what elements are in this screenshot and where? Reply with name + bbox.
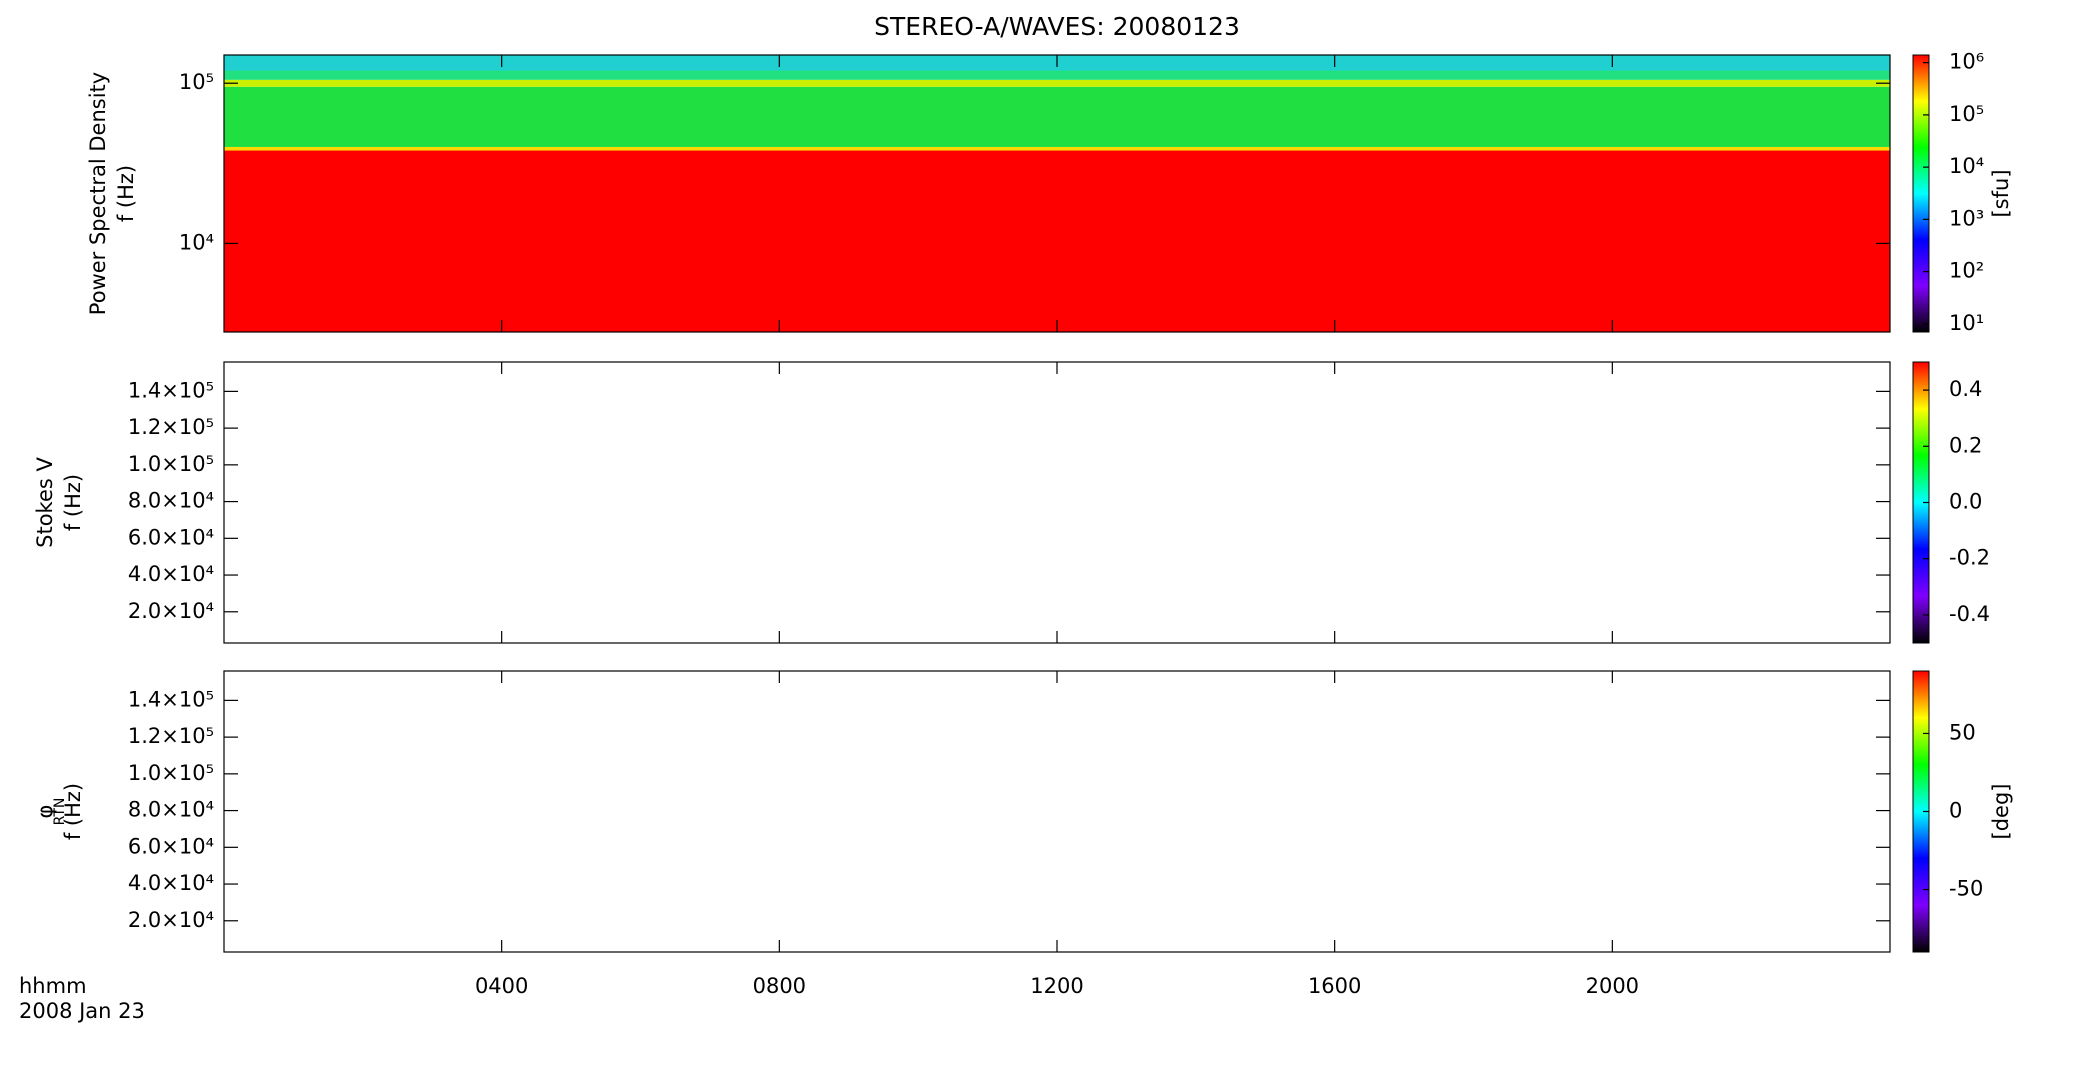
- colorbar-tick-label: 10²: [1949, 259, 1984, 283]
- colorbar-tick-label: 10⁵: [1949, 102, 1984, 126]
- y-tick-label: 1.4×10⁵: [128, 687, 214, 711]
- y-tick-label: 10⁴: [179, 230, 214, 254]
- colorbar-tick-label: 10¹: [1949, 311, 1984, 335]
- y-tick-label: 8.0×10⁴: [128, 489, 214, 513]
- plot-frame: [223, 670, 1891, 953]
- y-tick-label: 6.0×10⁴: [128, 525, 214, 549]
- y-tick-label: 2.0×10⁴: [128, 599, 214, 623]
- y-axis-label: Power Spectral Density: [86, 72, 110, 315]
- chart-title: STEREO-A/WAVES: 20080123: [874, 12, 1240, 41]
- y-tick-label: 10⁵: [179, 70, 214, 94]
- colorbar-tick-label: 0: [1949, 799, 1962, 823]
- y-tick-label: 1.2×10⁵: [128, 415, 214, 439]
- colorbar-tick-label: 0.0: [1949, 490, 1982, 514]
- colorbar-tick-label: 10⁶: [1949, 50, 1984, 74]
- y-tick-label: 6.0×10⁴: [128, 834, 214, 858]
- spectrogram-band: [224, 79, 1890, 87]
- y-tick-label: 1.0×10⁵: [128, 452, 214, 476]
- y-axis-label-sub: RTN: [52, 798, 68, 826]
- colorbar-tick-label: -0.2: [1949, 546, 1990, 570]
- y-tick-label: 1.2×10⁵: [128, 724, 214, 748]
- plot-frame: [223, 361, 1891, 644]
- colorbar-tick-label: 10³: [1949, 206, 1984, 230]
- colorbar-tick-label: 0.2: [1949, 433, 1982, 457]
- spectrogram-band: [224, 86, 1890, 147]
- x-tick-label: 1600: [1308, 974, 1361, 998]
- date-label: 2008 Jan 23: [19, 999, 145, 1023]
- y-tick-label: 1.4×10⁵: [128, 378, 214, 402]
- y-tick-label: 4.0×10⁴: [128, 871, 214, 895]
- x-tick-label: 2000: [1586, 974, 1639, 998]
- y-axis-label: f (Hz): [61, 474, 85, 531]
- colorbar-tick-label: 0.4: [1949, 377, 1982, 401]
- y-tick-label: 8.0×10⁴: [128, 798, 214, 822]
- colorbar: [1912, 54, 1930, 333]
- colorbar-tick-label: 50: [1949, 720, 1976, 744]
- y-tick-label: 4.0×10⁴: [128, 562, 214, 586]
- colorbar-label: [deg]: [1989, 784, 2013, 840]
- colorbar-label: [sfu]: [1989, 169, 2013, 217]
- x-tick-label: 0400: [475, 974, 528, 998]
- colorbar-tick-label: 10⁴: [1949, 154, 1984, 178]
- y-tick-label: 2.0×10⁴: [128, 908, 214, 932]
- x-axis-label: hhmm: [19, 974, 87, 998]
- x-tick-label: 0800: [753, 974, 806, 998]
- y-tick-label: 1.0×10⁵: [128, 761, 214, 785]
- y-axis-label: Stokes V: [33, 457, 57, 548]
- y-axis-label: φ: [33, 805, 57, 819]
- spectrogram-band: [224, 146, 1890, 151]
- spectrogram-band: [224, 70, 1890, 80]
- y-axis-label: f (Hz): [61, 783, 85, 840]
- x-tick-label: 1200: [1030, 974, 1083, 998]
- colorbar-tick-label: -0.4: [1949, 602, 1990, 626]
- y-axis-label: f (Hz): [114, 165, 138, 222]
- spectrogram-band: [224, 150, 1890, 332]
- colorbar-tick-label: -50: [1949, 877, 1983, 901]
